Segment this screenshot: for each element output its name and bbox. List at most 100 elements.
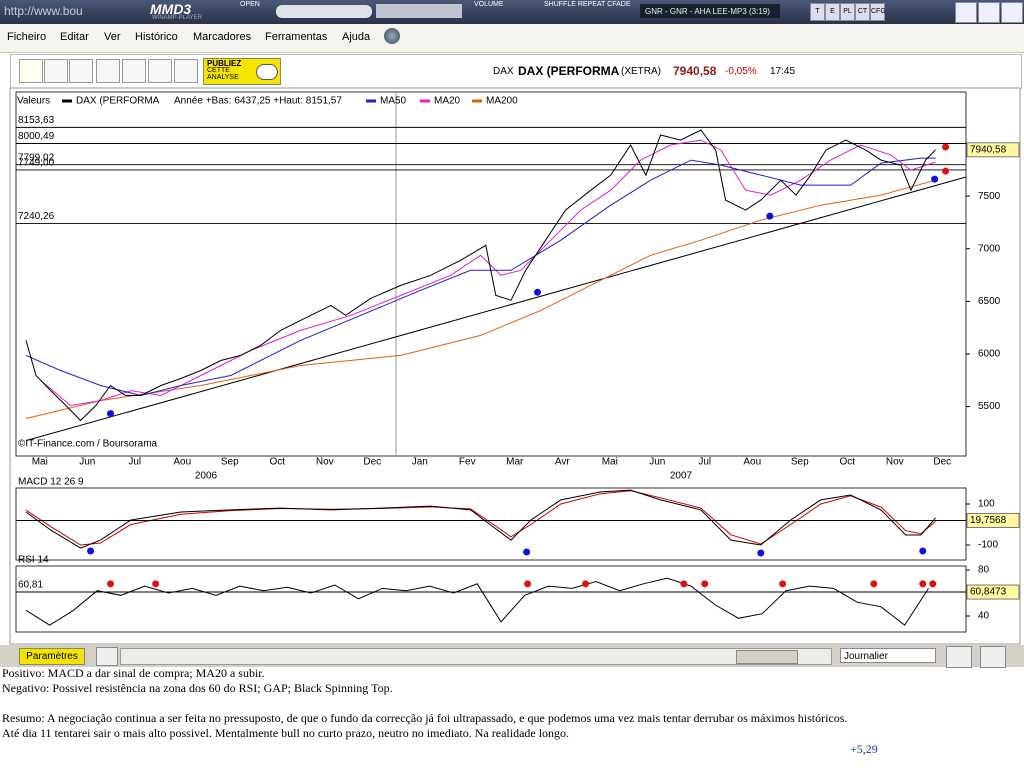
y-tick-label: 6000 [978, 349, 1001, 360]
period-select[interactable]: Journalier [840, 648, 936, 663]
legend-label: MA50 [380, 96, 407, 107]
scroll-thumb[interactable] [736, 650, 798, 664]
signal-dot [919, 547, 927, 555]
delete-tool[interactable] [174, 59, 198, 83]
fibo-tool[interactable] [122, 59, 146, 83]
zoom-in[interactable] [980, 646, 1006, 668]
menu-item[interactable]: Ferramentas [265, 31, 328, 43]
last-box [966, 142, 1020, 158]
comment: Até dia 11 tentarei sair o mais alto pos… [2, 726, 570, 740]
series-line [25, 179, 936, 419]
panel [15, 91, 967, 457]
ad-text: CETTE [207, 67, 230, 74]
score: +5,29 [850, 742, 878, 756]
y-tick-label: 100 [978, 499, 995, 510]
globe-icon[interactable] [384, 28, 400, 44]
player-button[interactable]: PL [840, 3, 855, 21]
x-tick-label: Jun [649, 457, 665, 468]
transport-buttons[interactable] [276, 5, 372, 18]
x-tick-label: Avr [555, 457, 570, 468]
channel-tool[interactable] [96, 59, 120, 83]
year-label: 2006 [195, 471, 218, 482]
y-tick-label: 5500 [978, 401, 1001, 412]
menu-bar: Ficheiro Editar Ver Histórico Marcadores Ferr… [0, 24, 1024, 53]
player-bar: http://www.bou MMD3 WINAMP-PLAYER OPEN V… [0, 0, 1024, 24]
player-button[interactable]: CFG [870, 3, 886, 21]
menu-item[interactable]: Histórico [135, 31, 178, 43]
menu-item[interactable]: Editar [60, 31, 89, 43]
x-tick-label: Jul [128, 457, 141, 468]
signal-dot [524, 580, 532, 588]
horizontal-tool[interactable] [69, 59, 93, 83]
panel-title: MACD 12 26 9 [18, 477, 84, 488]
x-tick-label: Dec [933, 457, 951, 468]
zoom-out[interactable] [946, 646, 972, 668]
x-tick-label: Mai [32, 457, 48, 468]
x-tick-label: Aou [173, 457, 191, 468]
print-button[interactable] [96, 647, 118, 666]
legend-title: Valeurs [17, 96, 50, 107]
restore-button[interactable] [978, 2, 1000, 23]
ad-banner[interactable]: PUBLIEZ CETTE ANALYSE [203, 58, 281, 85]
signal-dot [87, 547, 95, 555]
params-button[interactable]: Paramètres [19, 648, 85, 665]
series-line [25, 577, 929, 626]
signal-dot [107, 580, 115, 588]
zoom-tool[interactable] [19, 59, 43, 83]
x-tick-label: Oct [839, 457, 855, 468]
x-tick-label: Jan [412, 457, 428, 468]
last-box [966, 512, 1020, 528]
equalizer [376, 4, 462, 18]
player-logo-sub: WINAMP-PLAYER [152, 15, 202, 21]
menu-item[interactable]: Marcadores [193, 31, 252, 43]
panel [15, 487, 967, 561]
legend-label: MA20 [434, 96, 461, 107]
chart: 7500 7000 6500 6000 5500 8153,63 8000,49 7799,0… [9, 87, 1021, 645]
x-tick-label: Mar [506, 457, 524, 468]
line-tool[interactable] [44, 59, 68, 83]
change: -0,05% [725, 66, 757, 77]
x-tick-label: Dec [363, 457, 381, 468]
signal-dot [523, 548, 531, 556]
menu-item[interactable]: Ajuda [342, 31, 371, 43]
series-line [25, 129, 936, 422]
last-label: 60,8473 [970, 587, 1007, 598]
x-tick-label: Oct [269, 457, 285, 468]
x-tick-label: Sep [221, 457, 239, 468]
y-tick-label: 40 [978, 611, 990, 622]
stats: Année +Bas: 6437,25 +Haut: 8151,57 [174, 96, 342, 107]
panel [15, 565, 967, 633]
comment: Positivo: MACD a dar sinal de compra; MA… [2, 666, 265, 680]
market: (XETRA) [621, 66, 661, 77]
year-label: 2007 [670, 471, 693, 482]
track-display [640, 4, 780, 18]
fan-tool[interactable] [148, 59, 172, 83]
x-tick-label: Mai [602, 457, 618, 468]
player-button[interactable]: T [810, 3, 825, 21]
level-label: 8000,49 [18, 131, 55, 142]
y-tick-label: -100 [978, 540, 998, 551]
scrollbar[interactable] [120, 648, 832, 665]
legend-label: DAX (PERFORMA [76, 96, 160, 107]
signal-dot [942, 167, 950, 175]
y-tick-label: 6500 [978, 296, 1001, 307]
address[interactable]: http://www.bou [4, 4, 83, 18]
player-button[interactable]: E [825, 3, 840, 21]
level-label: 7240,26 [18, 211, 55, 222]
level-label: 7749,00 [18, 158, 55, 169]
comment: Resumo: A negociação continua a ser feit… [2, 711, 848, 725]
menu-item[interactable]: Ficheiro [7, 31, 47, 43]
player-button[interactable]: CT [855, 3, 870, 21]
play-modes[interactable]: SHUFFLE REPEAT CFADE [544, 1, 631, 8]
x-tick-label: Fev [459, 457, 476, 468]
minimize-button[interactable] [955, 2, 977, 23]
x-tick-label: Aou [743, 457, 761, 468]
open-button[interactable]: OPEN [240, 1, 260, 8]
menu-item[interactable]: Ver [104, 31, 121, 43]
comment: Negativo: Possivel resistência na zona d… [2, 681, 393, 695]
close-button[interactable] [1001, 2, 1023, 23]
symbol: DAX [493, 66, 514, 77]
series-line [25, 490, 936, 546]
x-tick-label: Jul [698, 457, 711, 468]
signal-dot [931, 175, 939, 183]
